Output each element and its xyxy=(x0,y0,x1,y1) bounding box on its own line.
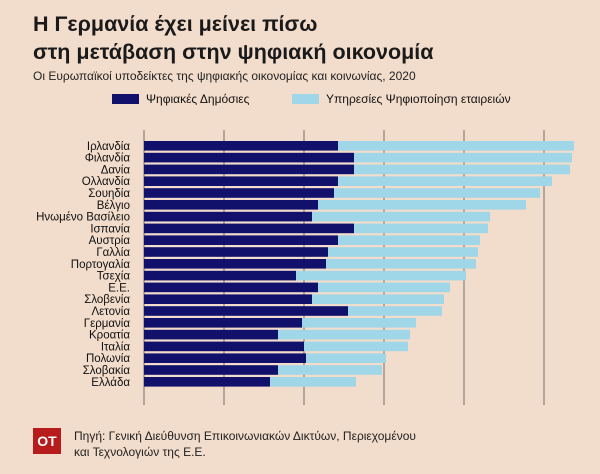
legend-item-series1: Ψηφιακές Δημόσιες xyxy=(112,92,249,106)
bar-series2 xyxy=(354,223,488,234)
legend-label-series1: Ψηφιακές Δημόσιες xyxy=(146,92,250,106)
bar-series2 xyxy=(278,365,382,375)
category-label: Ιρλανδία xyxy=(87,141,130,153)
legend-swatch-series1 xyxy=(112,94,139,104)
category-label: Ολλανδία xyxy=(82,176,131,188)
category-label: Ισπανία xyxy=(90,223,130,235)
legend-label-series2: Υπηρεσίες Ψηφιοποίηση εταιρειών xyxy=(326,92,511,106)
bar-series2 xyxy=(270,377,356,387)
source-line-1: Πηγή: Γενική Διεύθυνση Επικοινωνιακών Δι… xyxy=(74,429,416,443)
chart-subtitle: Οι Ευρωπαϊκοί υποδείκτες της ψηφιακής οι… xyxy=(33,69,416,83)
category-label: Ηνωμένο Βασίλειο xyxy=(36,212,130,224)
bar-series2 xyxy=(306,353,386,363)
bar-series2 xyxy=(338,176,552,186)
bar-chart: ΙρλανδίαΦιλανδίαΔανίαΟλλανδίαΣουηδίαΒέλγ… xyxy=(36,130,574,405)
bar-series2 xyxy=(338,235,480,245)
bar-series1 xyxy=(144,223,354,234)
category-label: Σουηδία xyxy=(88,188,130,200)
bar-series2 xyxy=(354,164,570,175)
bar-series2 xyxy=(328,247,478,257)
bar-series2 xyxy=(278,329,410,340)
bar-series1 xyxy=(144,247,328,257)
bar-series1 xyxy=(144,341,304,352)
legend: Ψηφιακές Δημόσιες Υπηρεσίες Ψηφιοποίηση … xyxy=(0,92,600,108)
category-label: Φιλανδία xyxy=(85,153,131,165)
legend-item-series2: Υπηρεσίες Ψηφιοποίηση εταιρειών xyxy=(292,92,511,106)
source-line-2: και Τεχνολογιών της Ε.Ε. xyxy=(74,445,206,459)
bar-series1 xyxy=(144,282,318,293)
category-label: Σλοβενία xyxy=(84,294,130,306)
chart-title: Η Γερμανία έχει μείνει πίσω στη μετάβαση… xyxy=(33,10,593,66)
source-logo: ΟΤ xyxy=(33,428,61,454)
category-label: Κροατία xyxy=(89,330,130,342)
bar-series2 xyxy=(312,294,444,304)
bar-series1 xyxy=(144,235,338,245)
source-note: Πηγή: Γενική Διεύθυνση Επικοινωνιακών Δι… xyxy=(74,428,574,460)
category-label: Πορτογαλία xyxy=(71,259,131,271)
category-label: Βέλγιο xyxy=(97,200,130,212)
legend-swatch-series2 xyxy=(292,94,319,104)
bar-series2 xyxy=(302,318,416,328)
bar-series2 xyxy=(304,341,408,352)
category-label: Τσεχία xyxy=(97,271,131,283)
bar-series1 xyxy=(144,294,312,304)
bar-series1 xyxy=(144,306,348,316)
category-label: Αυστρία xyxy=(89,235,131,247)
bar-series1 xyxy=(144,176,338,186)
category-label: Ε.Ε. xyxy=(108,282,130,294)
bar-series2 xyxy=(326,259,476,269)
title-line-1: Η Γερμανία έχει μείνει πίσω xyxy=(33,12,318,36)
bar-series1 xyxy=(144,211,312,222)
bar-series1 xyxy=(144,377,270,387)
category-label: Σλοβακία xyxy=(83,365,131,377)
bar-series2 xyxy=(334,188,540,198)
category-label: Ιταλία xyxy=(101,341,131,353)
bar-series1 xyxy=(144,270,296,281)
bar-series2 xyxy=(354,152,572,163)
bar-series2 xyxy=(318,282,450,293)
bar-series1 xyxy=(144,141,338,151)
bar-series1 xyxy=(144,188,334,198)
bar-series1 xyxy=(144,318,302,328)
bar-series2 xyxy=(338,141,574,151)
title-line-2: στη μετάβαση στην ψηφιακή οικονομία xyxy=(33,40,434,64)
category-label: Λετονία xyxy=(91,306,130,318)
category-label: Δανία xyxy=(101,164,131,176)
category-label: Πολωνία xyxy=(86,353,130,365)
bar-series1 xyxy=(144,164,354,175)
bar-series1 xyxy=(144,152,354,163)
bar-series2 xyxy=(312,211,490,222)
bar-series2 xyxy=(296,270,466,281)
bar-series1 xyxy=(144,365,278,375)
category-label: Γερμανία xyxy=(84,318,131,330)
bar-series2 xyxy=(348,306,442,316)
bar-series2 xyxy=(318,200,526,210)
bar-series1 xyxy=(144,259,326,269)
category-label: Γαλλία xyxy=(96,247,130,259)
bar-series1 xyxy=(144,200,318,210)
bar-series1 xyxy=(144,329,278,340)
bar-series1 xyxy=(144,353,306,363)
category-label: Ελλάδα xyxy=(91,377,130,389)
